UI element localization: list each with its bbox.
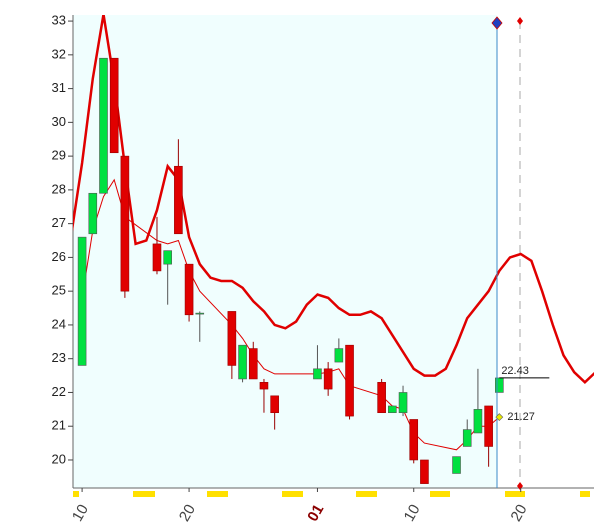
candle-body bbox=[77, 236, 87, 366]
strip-mark bbox=[207, 491, 228, 497]
candle-body bbox=[398, 392, 408, 414]
candle-body bbox=[238, 344, 247, 380]
x-tick-label: 01 bbox=[304, 501, 327, 524]
candle-body bbox=[484, 405, 493, 447]
candle-body bbox=[227, 311, 237, 366]
session-strip bbox=[73, 491, 590, 497]
strip-mark bbox=[73, 491, 79, 497]
candle-body bbox=[462, 429, 472, 447]
y-tick-label: 20 bbox=[52, 451, 66, 466]
candle-body bbox=[195, 312, 205, 315]
y-tick-label: 24 bbox=[52, 316, 66, 331]
last-value-label: 22.43 bbox=[501, 365, 529, 377]
y-tick-label: 31 bbox=[52, 80, 66, 95]
plot-background bbox=[73, 15, 497, 488]
y-tick-label: 27 bbox=[52, 215, 66, 230]
candle-body bbox=[420, 459, 429, 484]
y-tick-label: 23 bbox=[52, 350, 66, 365]
candle-body bbox=[163, 250, 172, 265]
candle-body bbox=[259, 382, 269, 390]
y-tick-label: 30 bbox=[52, 114, 66, 129]
y-tick-label: 25 bbox=[52, 283, 66, 298]
strip-mark bbox=[282, 491, 303, 497]
x-tick-label: 20 bbox=[508, 501, 531, 524]
marker-top bbox=[517, 17, 523, 25]
moving-average bbox=[81, 178, 500, 451]
y-tick-label: 32 bbox=[52, 46, 66, 61]
candle-body bbox=[473, 409, 483, 434]
strip-mark bbox=[430, 491, 450, 497]
y-tick-label: 33 bbox=[52, 13, 66, 28]
candle-body bbox=[174, 165, 183, 235]
strip-mark bbox=[133, 491, 155, 497]
strip-mark bbox=[356, 491, 377, 497]
candle-body bbox=[377, 382, 386, 414]
x-tick-label: 10 bbox=[401, 501, 424, 524]
candle-body bbox=[88, 192, 98, 235]
candle-body bbox=[152, 243, 162, 272]
strip-mark bbox=[505, 491, 525, 497]
y-tick-label: 22 bbox=[52, 384, 66, 399]
cursor-handle[interactable] bbox=[491, 16, 503, 30]
candle-body bbox=[409, 419, 419, 461]
line-value-label: 21.27 bbox=[507, 411, 535, 423]
x-tick-label: 20 bbox=[176, 501, 199, 524]
candle-body bbox=[109, 57, 119, 154]
candle-body bbox=[99, 57, 108, 194]
y-tick-label: 26 bbox=[52, 249, 66, 264]
candle-body bbox=[313, 368, 322, 380]
y-tick-label: 29 bbox=[52, 148, 66, 163]
x-tick-label: 10 bbox=[69, 501, 92, 524]
y-tick-label: 28 bbox=[52, 181, 66, 196]
candle-body bbox=[120, 155, 130, 292]
candle-body bbox=[345, 344, 354, 417]
candle-body bbox=[334, 348, 344, 363]
marker-bottom bbox=[517, 482, 523, 490]
candle-body bbox=[388, 405, 397, 414]
candle-body bbox=[452, 456, 461, 474]
candle-body bbox=[248, 348, 258, 380]
strip-mark bbox=[580, 491, 590, 497]
candle-body bbox=[323, 368, 333, 390]
y-tick-label: 21 bbox=[52, 418, 66, 433]
line-value-marker bbox=[495, 413, 504, 422]
candle-body bbox=[184, 263, 194, 316]
moving-average bbox=[73, 15, 594, 385]
plot-layer bbox=[73, 15, 594, 484]
candle-body bbox=[270, 395, 279, 414]
